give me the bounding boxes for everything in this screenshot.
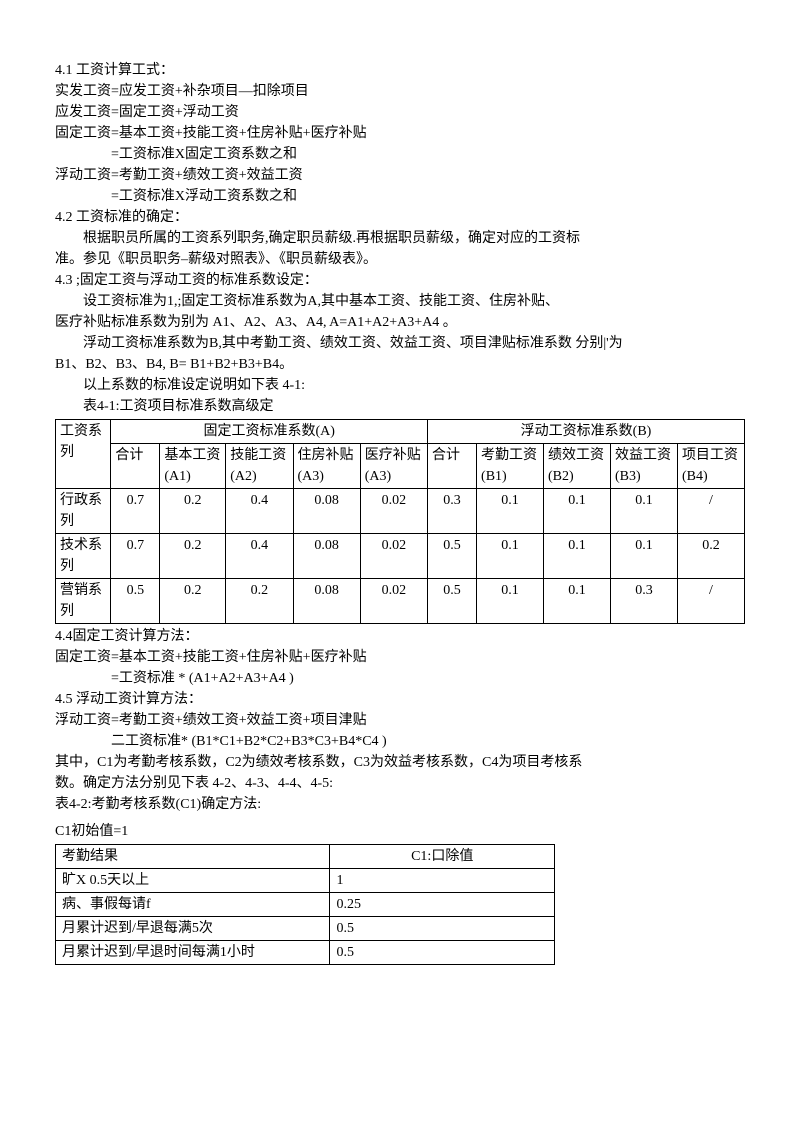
- col-sum-b: 合计: [428, 444, 477, 489]
- col-b4: 项目工资 (B4): [677, 444, 744, 489]
- cell: 0.2: [677, 534, 744, 579]
- col-a1: 基本工资(A1): [160, 444, 226, 489]
- table-row: 月累计迟到/早退时间每满1小时 0.5: [56, 941, 555, 965]
- text-line: 表4-2:考勤考核系数(C1)确定方法:: [55, 794, 745, 815]
- text-line: 设工资标准为1,;固定工资标准系数为A,其中基本工资、技能工资、住房补贴、: [55, 291, 745, 312]
- col-fixed-group: 固定工资标准系数(A): [111, 420, 428, 444]
- cell: 0.2: [160, 489, 226, 534]
- sec43-title: 4.3 ;固定工资与浮动工资的标准系数设定：: [55, 270, 745, 291]
- cell: 0.7: [111, 489, 160, 534]
- table-row: 月累计迟到/早退每满5次 0.5: [56, 917, 555, 941]
- table-4-2: 考勤结果 C1:口除值 旷X 0.5天以上 1 病、事假每请f 0.25 月累计…: [55, 844, 555, 965]
- cell: 0.2: [160, 534, 226, 579]
- text-line: C1初始值=1: [55, 821, 745, 842]
- cell: 0.5: [330, 941, 555, 965]
- col-result: 考勤结果: [56, 845, 330, 869]
- cell: 0.4: [226, 489, 293, 534]
- col-series: 工资系列: [56, 420, 111, 489]
- cell: 0.5: [111, 579, 160, 624]
- col-b1: 考勤工资 (B1): [477, 444, 544, 489]
- cell: 技术系列: [56, 534, 111, 579]
- text-line: 数。确定方法分别见下表 4-2、4-3、4-4、4-5:: [55, 773, 745, 794]
- cell: 行政系列: [56, 489, 111, 534]
- cell: 0.08: [293, 489, 360, 534]
- text-line: =工资标准X固定工资系数之和: [55, 144, 745, 165]
- cell: 0.5: [428, 579, 477, 624]
- cell: 营销系列: [56, 579, 111, 624]
- cell: 0.3: [610, 579, 677, 624]
- cell: 0.1: [544, 579, 611, 624]
- text-line: 固定工资=基本工资+技能工资+住房补贴+医疗补贴: [55, 647, 745, 668]
- cell: 0.2: [226, 579, 293, 624]
- col-c1: C1:口除值: [330, 845, 555, 869]
- col-sum-a: 合计: [111, 444, 160, 489]
- cell: 病、事假每请f: [56, 893, 330, 917]
- cell: 月累计迟到/早退时间每满1小时: [56, 941, 330, 965]
- table-row: 行政系列 0.7 0.2 0.4 0.08 0.02 0.3 0.1 0.1 0…: [56, 489, 745, 534]
- text-line: 其中，C1为考勤考核系数，C2为绩效考核系数，C3为效益考核系数，C4为项目考核…: [55, 752, 745, 773]
- text-line: 应发工资=固定工资+浮动工资: [55, 102, 745, 123]
- cell: 0.02: [360, 534, 427, 579]
- table-row: 营销系列 0.5 0.2 0.2 0.08 0.02 0.5 0.1 0.1 0…: [56, 579, 745, 624]
- cell: 0.1: [544, 534, 611, 579]
- table-row: 病、事假每请f 0.25: [56, 893, 555, 917]
- cell: 0.02: [360, 489, 427, 534]
- text-line: 准。参见《职员职务–薪级对照表》、《职员薪级表》。: [55, 249, 745, 270]
- cell: 月累计迟到/早退每满5次: [56, 917, 330, 941]
- cell: 0.1: [477, 534, 544, 579]
- text-line: 表4-1:工资项目标准系数高级定: [55, 396, 745, 417]
- col-b2: 绩效工资 (B2): [544, 444, 611, 489]
- cell: 0.5: [330, 917, 555, 941]
- text-line: 浮动工资=考勤工资+绩效工资+效益工资: [55, 165, 745, 186]
- cell: 0.1: [477, 489, 544, 534]
- cell: 0.5: [428, 534, 477, 579]
- text-line: 浮动工资=考勤工资+绩效工资+效益工资+项目津贴: [55, 710, 745, 731]
- text-line: 根据职员所属的工资系列职务,确定职员薪级.再根据职员薪级，确定对应的工资标: [55, 228, 745, 249]
- cell: 0.1: [477, 579, 544, 624]
- cell: 0.3: [428, 489, 477, 534]
- sec41-title: 4.1 工资计算工式：: [55, 60, 745, 81]
- table-row: 技术系列 0.7 0.2 0.4 0.08 0.02 0.5 0.1 0.1 0…: [56, 534, 745, 579]
- text-line: B1、B2、B3、B4, B= B1+B2+B3+B4。: [55, 354, 745, 375]
- text-line: =工资标准X浮动工资系数之和: [55, 186, 745, 207]
- sec45-title: 4.5 浮动工资计算方法：: [55, 689, 745, 710]
- cell: /: [677, 489, 744, 534]
- cell: 1: [330, 869, 555, 893]
- cell: 0.2: [160, 579, 226, 624]
- text-line: 以上系数的标准设定说明如下表 4-1:: [55, 375, 745, 396]
- col-float-group: 浮动工资标准系数(B): [428, 420, 745, 444]
- sec44-title: 4.4固定工资计算方法：: [55, 626, 745, 647]
- cell: 0.08: [293, 579, 360, 624]
- table-header-row: 合计 基本工资(A1) 技能工资 (A2) 住房补贴 (A3) 医疗补贴 (A3…: [56, 444, 745, 489]
- cell: 0.1: [610, 489, 677, 534]
- col-a4: 医疗补贴 (A3): [360, 444, 427, 489]
- cell: 0.1: [544, 489, 611, 534]
- cell: 0.08: [293, 534, 360, 579]
- table-header-row: 工资系列 固定工资标准系数(A) 浮动工资标准系数(B): [56, 420, 745, 444]
- text-line: 固定工资=基本工资+技能工资+住房补贴+医疗补贴: [55, 123, 745, 144]
- cell: 0.25: [330, 893, 555, 917]
- text-line: 医疗补贴标准系数为别为 A1、A2、A3、A4, A=A1+A2+A3+A4 。: [55, 312, 745, 333]
- text-line: 实发工资=应发工资+补杂项目—扣除项目: [55, 81, 745, 102]
- cell: 0.4: [226, 534, 293, 579]
- col-b3: 效益工资 (B3): [610, 444, 677, 489]
- cell: /: [677, 579, 744, 624]
- sec42-title: 4.2 工资标准的确定：: [55, 207, 745, 228]
- col-a3: 住房补贴 (A3): [293, 444, 360, 489]
- cell: 旷X 0.5天以上: [56, 869, 330, 893]
- text-line: 浮动工资标准系数为B,其中考勤工资、绩效工资、效益工资、项目津贴标准系数 分别|…: [55, 333, 745, 354]
- cell: 0.1: [610, 534, 677, 579]
- table-header-row: 考勤结果 C1:口除值: [56, 845, 555, 869]
- col-a2: 技能工资 (A2): [226, 444, 293, 489]
- text-line: =工资标准 * (A1+A2+A3+A4 ): [55, 668, 745, 689]
- table-row: 旷X 0.5天以上 1: [56, 869, 555, 893]
- table-4-1: 工资系列 固定工资标准系数(A) 浮动工资标准系数(B) 合计 基本工资(A1)…: [55, 419, 745, 624]
- text-line: 二工资标准* (B1*C1+B2*C2+B3*C3+B4*C4 ): [55, 731, 745, 752]
- cell: 0.7: [111, 534, 160, 579]
- cell: 0.02: [360, 579, 427, 624]
